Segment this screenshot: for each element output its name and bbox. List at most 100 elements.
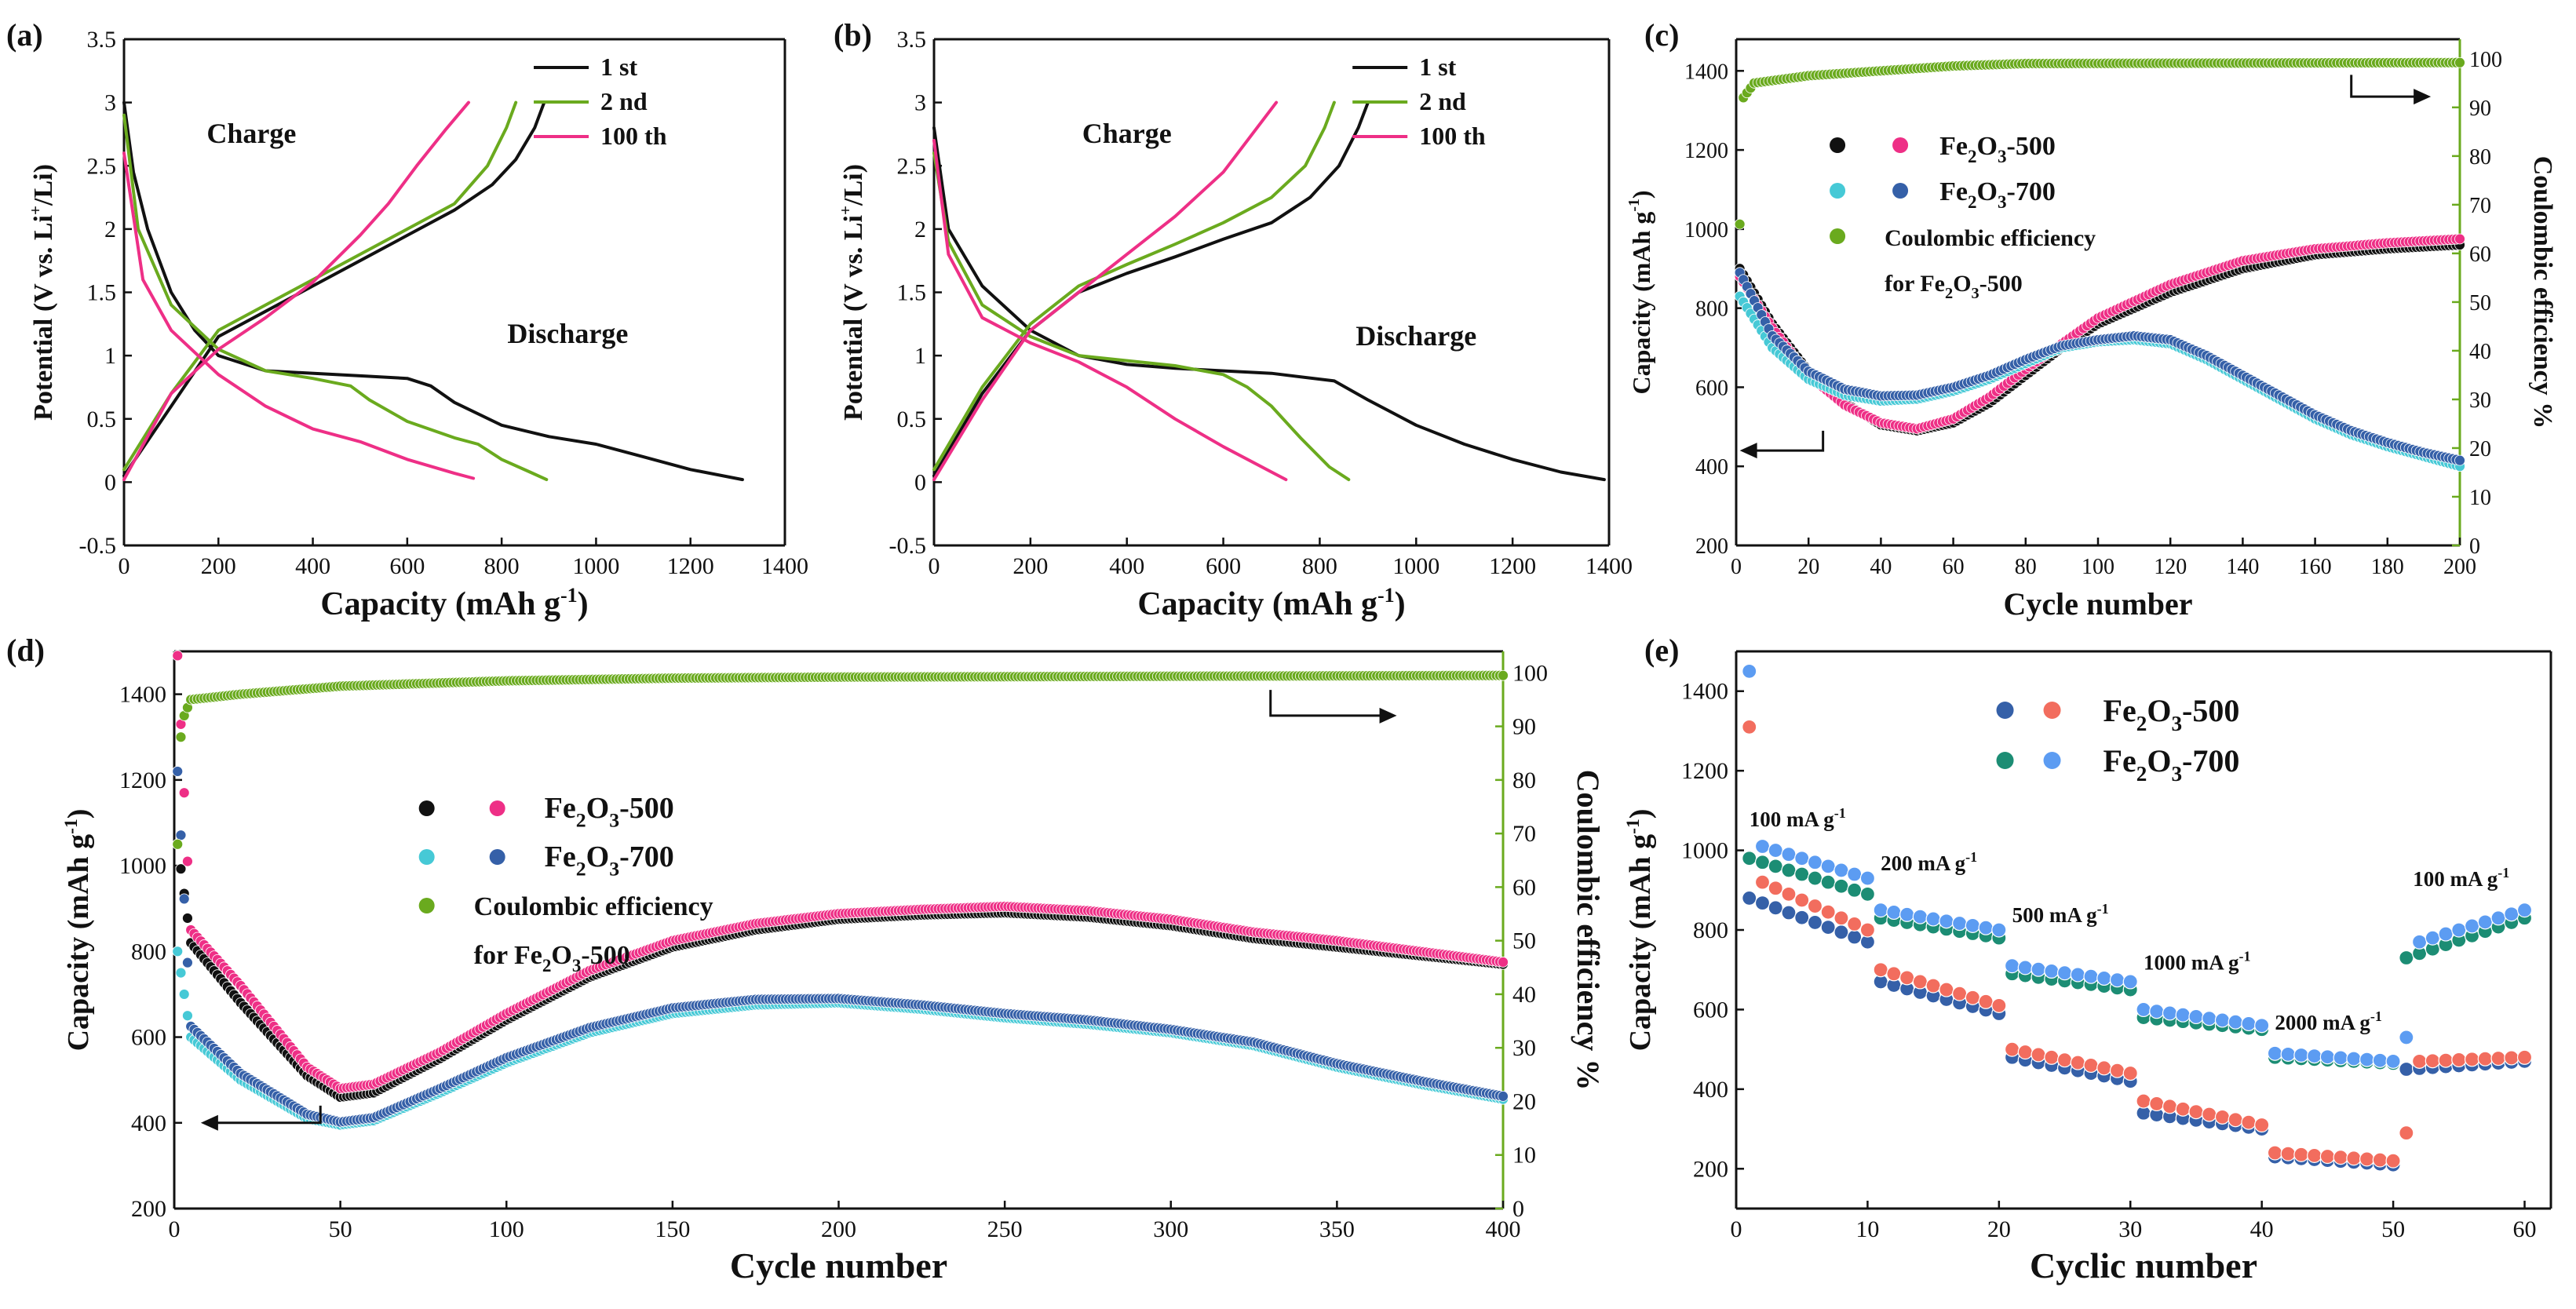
x-tick-label: 0 xyxy=(1731,1216,1742,1242)
data-point xyxy=(172,946,184,957)
y2-tick-label: 70 xyxy=(2469,194,2491,218)
data-point xyxy=(2385,1053,2401,1069)
x-tick-label: 40 xyxy=(2250,1216,2274,1242)
series-line xyxy=(932,151,1351,482)
data-point xyxy=(2372,1152,2388,1168)
data-point xyxy=(1939,913,1954,929)
y2-tick-label: 0 xyxy=(1512,1196,1524,1222)
x-tick-label: 50 xyxy=(2381,1216,2405,1242)
y2-tick-label: 60 xyxy=(2469,242,2491,267)
legend-label: Fe2O3-500 xyxy=(2103,693,2240,735)
y-tick-label: 1.5 xyxy=(87,280,117,306)
data-point xyxy=(2346,1150,2362,1166)
data-point xyxy=(1820,874,1836,890)
data-point xyxy=(1847,882,1863,898)
data-point xyxy=(2464,1052,2480,1067)
data-point xyxy=(2399,950,2414,966)
legend-label: Fe2O3-500 xyxy=(1939,132,2056,167)
legend-label: 100 th xyxy=(1419,122,1486,150)
data-point xyxy=(1847,929,1863,945)
legend-marker xyxy=(2043,702,2061,719)
legend-marker xyxy=(1892,137,1909,153)
rate-label: 1000 mA g-1 xyxy=(2144,949,2251,975)
data-point xyxy=(2454,57,2465,68)
y-tick-label: 0 xyxy=(104,469,116,495)
x-tick-label: 1200 xyxy=(1489,553,1536,579)
y-tick-label: 1000 xyxy=(1684,218,1728,242)
x-tick-label: 400 xyxy=(1109,553,1144,579)
data-point xyxy=(2399,1061,2414,1077)
data-point xyxy=(1754,838,1771,855)
data-point xyxy=(1991,922,2007,938)
data-point xyxy=(1807,898,1823,914)
data-point xyxy=(2411,934,2428,950)
data-point xyxy=(2516,902,2533,918)
y-tick-label: 800 xyxy=(131,939,166,964)
y2-tick-label: 70 xyxy=(1512,821,1536,847)
arrow-head xyxy=(200,1114,218,1131)
x-tick-label: 180 xyxy=(2371,555,2404,579)
arrow-line xyxy=(1753,430,1825,452)
data-point xyxy=(172,650,184,662)
x-tick-label: 60 xyxy=(1943,555,1965,579)
panel-b: (b)0 200 400 600 800 1000 1200 1400-0.500.511.5… xyxy=(834,17,1633,622)
data-point xyxy=(2228,1112,2243,1128)
data-point xyxy=(1925,911,1941,927)
data-point xyxy=(1742,719,1757,735)
data-point xyxy=(2267,1045,2283,1061)
data-point xyxy=(1859,870,1876,886)
data-point xyxy=(2346,1051,2362,1067)
data-point xyxy=(2122,974,2138,990)
data-point xyxy=(2070,967,2085,983)
data-point xyxy=(1768,881,1783,896)
data-point xyxy=(1978,920,1994,935)
data-point xyxy=(2254,1018,2270,1034)
y-tick-label: 3.5 xyxy=(87,27,117,53)
panel-a: (a)0 200 400 600 800 1000 1200 1400-0.500.511.5… xyxy=(6,17,808,622)
data-point xyxy=(1498,957,1509,968)
data-point xyxy=(1781,886,1797,902)
x-tick-label: 200 xyxy=(201,553,236,579)
y-axis-label: Capacity (mAh g-1) xyxy=(1626,190,1655,394)
data-point xyxy=(2202,1107,2217,1122)
y-tick-label: 1 xyxy=(104,343,116,369)
rate-label: 2000 mA g-1 xyxy=(2275,1008,2382,1034)
x-axis-label: Cyclic number xyxy=(2030,1245,2257,1285)
data-point xyxy=(1965,917,1980,933)
legend-marker xyxy=(2043,752,2061,769)
data-point xyxy=(2202,1011,2217,1026)
y2-tick-label: 80 xyxy=(1512,768,1536,793)
y2-tick-label: 20 xyxy=(1512,1088,1536,1114)
legend-marker xyxy=(489,800,505,816)
legend-marker xyxy=(418,800,435,816)
x-axis-label: Capacity (mAh g-1) xyxy=(1137,584,1405,622)
y-tick-label: 0.5 xyxy=(897,407,927,432)
data-point xyxy=(2096,1060,2112,1076)
panel-label: (d) xyxy=(6,633,45,668)
data-point xyxy=(1899,970,1915,986)
data-point xyxy=(1978,994,1994,1009)
data-point xyxy=(2454,233,2465,245)
y2-tick-label: 30 xyxy=(2469,388,2491,413)
legend-marker xyxy=(1996,702,2014,719)
x-tick-label: 20 xyxy=(1987,1216,2011,1242)
data-point xyxy=(2425,930,2440,946)
x-tick-label: 50 xyxy=(329,1216,352,1242)
data-point xyxy=(182,913,193,924)
series-line xyxy=(122,100,470,482)
data-point xyxy=(2319,1148,2335,1165)
series-line xyxy=(932,100,1336,472)
series-line xyxy=(932,139,1288,482)
data-point xyxy=(2096,970,2112,986)
y2-tick-label: 20 xyxy=(2469,437,2491,461)
annotation-label: Discharge xyxy=(1356,320,1476,352)
data-point xyxy=(2307,1147,2322,1163)
data-point xyxy=(2399,1125,2414,1141)
data-point xyxy=(2175,1101,2191,1117)
data-point xyxy=(2385,1153,2401,1169)
y-tick-label: 1400 xyxy=(119,682,166,708)
rate-label: 100 mA g-1 xyxy=(1750,805,1846,831)
rate-label: 100 mA g-1 xyxy=(2413,865,2509,891)
legend-marker xyxy=(1892,183,1909,199)
y-tick-label: 2 xyxy=(914,217,926,242)
